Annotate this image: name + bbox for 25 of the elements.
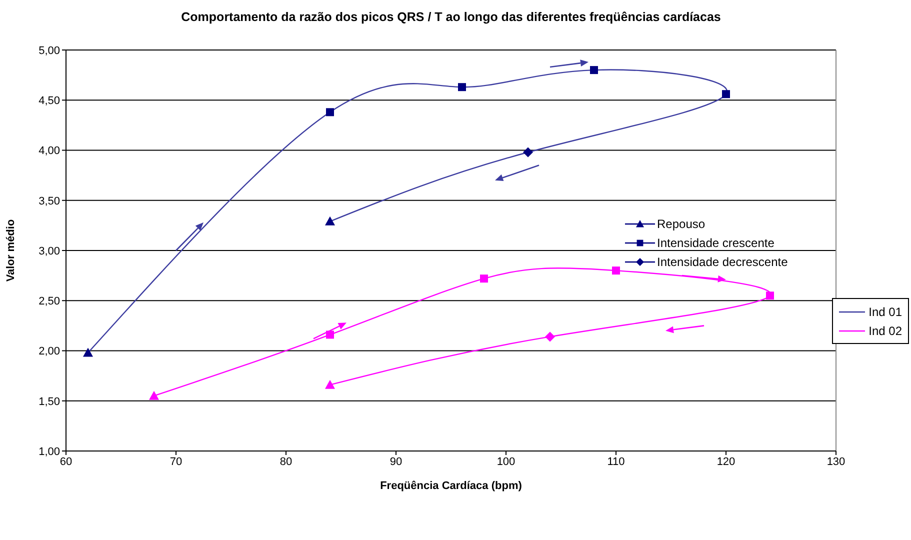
chart-title: Comportamento da razão dos picos QRS / T ao longo das diferentes freqüências cardíacas [180,10,722,24]
legend-label: Ind 01 [868,304,902,318]
x-axis-title: Freqüência Cardíaca (bpm) [380,480,522,492]
x-tick-label: 70 [170,456,182,468]
y-tick-label: 1,00 [38,446,60,458]
legend-label: Ind 02 [868,324,902,338]
x-tick-label: 110 [607,456,625,468]
y-axis-title: Valor médio [4,219,17,282]
y-tick-label: 5,00 [38,44,60,57]
x-tick-label: 80 [280,456,292,468]
y-tick-label: 2,50 [38,296,60,308]
y-tick-label: 1,50 [38,396,60,408]
legend-label: Repouso [657,216,706,230]
y-tick-label: 3,50 [38,195,60,208]
y-tick-label: 4,50 [38,95,60,108]
y-tick-label: 3,00 [38,245,60,258]
x-tick-label: 60 [60,456,72,468]
legend-label: Intensidade crescente [657,236,774,250]
x-tick-label: 120 [716,456,736,468]
x-tick-label: 100 [496,456,516,468]
y-tick-label: 4,00 [38,145,60,158]
y-tick-label: 2,00 [38,346,60,358]
x-tick-label: 90 [390,456,402,468]
legend-label: Intensidade decrescente [657,254,788,268]
x-tick-label: 130 [826,456,846,468]
